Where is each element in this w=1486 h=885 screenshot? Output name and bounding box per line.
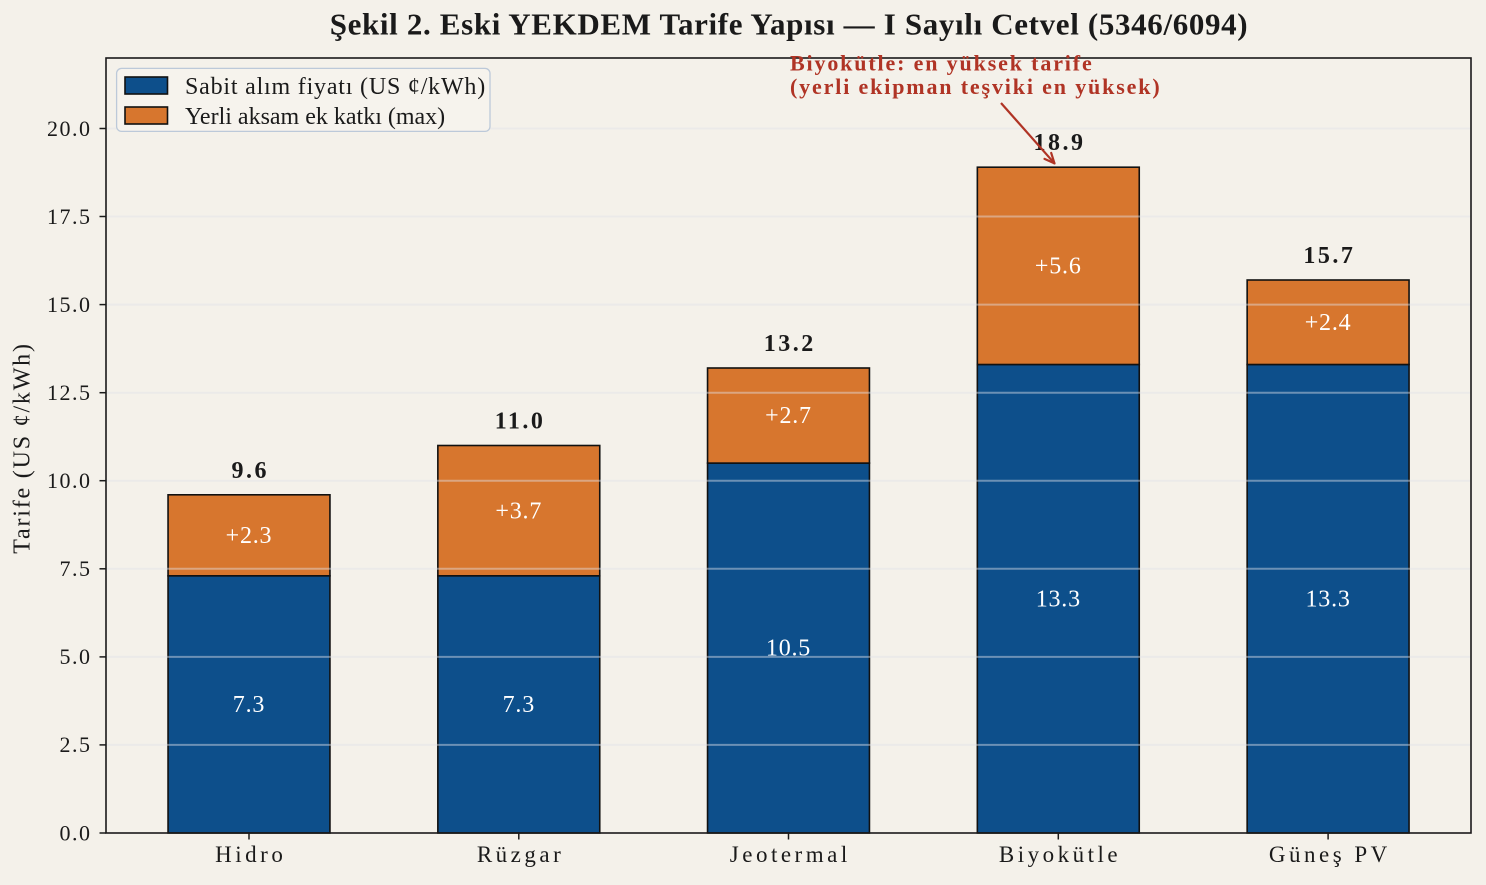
svg-text:11.0: 11.0 [495,409,546,435]
svg-text:12.5: 12.5 [47,380,92,405]
svg-text:15.0: 15.0 [47,292,92,317]
svg-text:Yerli aksam ek katkı (max): Yerli aksam ek katkı (max) [185,104,445,130]
svg-text:7.3: 7.3 [233,692,265,718]
svg-text:Biyokütle: Biyokütle [999,842,1121,867]
svg-text:Tarife (US ¢/kWh): Tarife (US ¢/kWh) [10,342,36,554]
svg-text:+5.6: +5.6 [1035,254,1082,280]
svg-text:7.5: 7.5 [60,556,92,581]
svg-text:(yerli ekipman teşviki en yüks: (yerli ekipman teşviki en yüksek) [790,74,1162,99]
svg-text:Güneş PV: Güneş PV [1269,842,1391,867]
svg-text:7.3: 7.3 [503,692,535,718]
svg-text:13.3: 13.3 [1305,586,1350,612]
svg-text:13.3: 13.3 [1036,586,1081,612]
svg-text:10.5: 10.5 [766,636,811,662]
svg-text:Sabit alım fiyatı (US ¢/kWh): Sabit alım fiyatı (US ¢/kWh) [185,74,486,100]
svg-text:Jeotermal: Jeotermal [730,842,851,867]
svg-text:13.2: 13.2 [764,331,816,357]
svg-text:Rüzgar: Rüzgar [477,842,564,867]
svg-text:9.6: 9.6 [232,458,270,484]
svg-text:Biyokütle: en yüksek tarife: Biyokütle: en yüksek tarife [790,51,1094,76]
svg-text:+2.4: +2.4 [1305,310,1352,336]
svg-text:15.7: 15.7 [1303,243,1355,269]
svg-text:+2.3: +2.3 [226,523,273,549]
svg-text:10.0: 10.0 [47,468,92,493]
svg-text:Hidro: Hidro [215,842,286,867]
svg-text:17.5: 17.5 [47,204,92,229]
svg-text:+3.7: +3.7 [495,498,542,524]
svg-text:18.9: 18.9 [1034,130,1086,156]
svg-text:0.0: 0.0 [60,820,92,845]
svg-text:Şekil 2. Eski YEKDEM Tarife Ya: Şekil 2. Eski YEKDEM Tarife Yapısı — I S… [330,7,1249,42]
svg-text:2.5: 2.5 [60,732,92,757]
svg-text:+2.7: +2.7 [765,403,812,429]
svg-text:5.0: 5.0 [60,644,92,669]
svg-text:20.0: 20.0 [47,116,92,141]
